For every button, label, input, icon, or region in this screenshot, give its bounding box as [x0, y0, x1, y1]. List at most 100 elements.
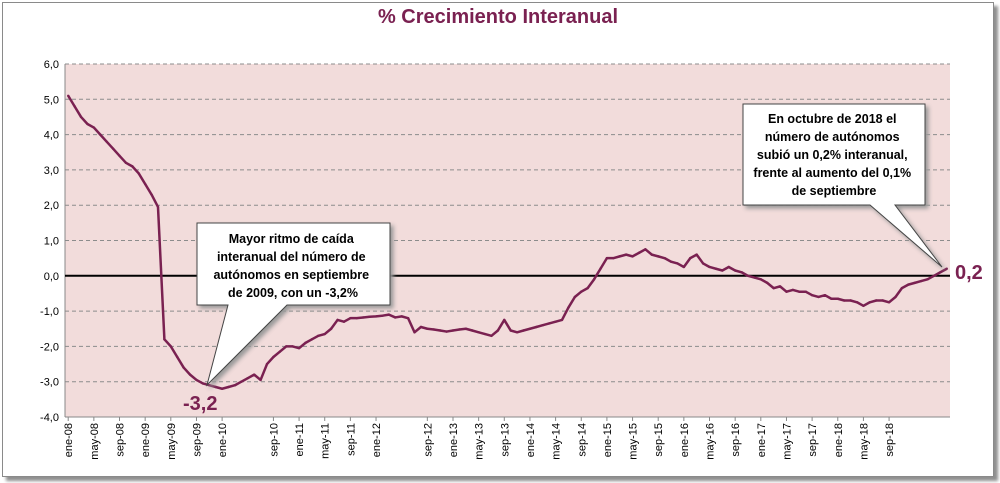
data-point: [406, 316, 410, 320]
y-tick-label: -1,0: [40, 306, 59, 318]
x-tick-label: ene-17: [756, 423, 768, 457]
data-point: [830, 297, 833, 300]
data-point: [785, 290, 788, 293]
data-point: [881, 299, 884, 302]
y-axis-ticks: -4,0 -3,0 -2,0 -1,0 0,0 1,0 2,0 3,0 4,0 5,0 6,0: [40, 59, 59, 424]
data-point: [554, 320, 557, 323]
callout-min-line-2: interanual del número de: [217, 250, 366, 264]
x-tick-label: may-13: [474, 423, 486, 460]
y-tick-label: 6,0: [44, 59, 59, 71]
x-tick-label: sep-15: [653, 423, 665, 457]
data-point: [111, 147, 115, 150]
x-axis-ticks: ene-08 may-08 sep-08 ene-09 may-09 sep-09 ene-…: [63, 417, 896, 460]
x-tick-label: may-11: [320, 423, 332, 459]
data-point: [368, 315, 371, 318]
data-point: [458, 328, 461, 331]
data-point: [586, 286, 589, 290]
data-point: [894, 295, 897, 299]
data-point: [721, 269, 724, 272]
data-point: [259, 378, 262, 382]
data-point: [714, 267, 718, 270]
data-point: [169, 345, 173, 348]
x-tick-label: sep-18: [884, 423, 896, 457]
data-point: [387, 313, 391, 316]
callout-latest-shape: [742, 103, 943, 268]
data-point: [599, 267, 602, 270]
data-point: [887, 301, 891, 304]
data-point: [740, 271, 743, 274]
data-point: [695, 253, 698, 256]
data-point: [836, 297, 839, 300]
x-tick-label: sep-09: [191, 423, 203, 457]
x-tick-label: may-18: [858, 423, 870, 460]
data-point: [515, 331, 519, 334]
data-point: [150, 193, 153, 196]
data-point: [900, 286, 904, 290]
data-point: [163, 338, 166, 341]
data-point: [804, 290, 807, 293]
data-point: [612, 256, 615, 260]
x-tick-label: sep-11: [345, 423, 357, 456]
data-point: [92, 126, 96, 129]
data-point: [605, 256, 609, 260]
data-point: [323, 332, 326, 336]
data-point: [842, 299, 846, 302]
data-point: [349, 316, 352, 320]
data-point: [240, 380, 243, 383]
data-point: [503, 318, 506, 322]
data-point: [182, 366, 185, 369]
data-point: [592, 278, 596, 281]
data-point: [176, 355, 179, 359]
y-tick-label: 0,0: [44, 271, 59, 283]
data-point: [214, 385, 217, 389]
data-point: [560, 318, 564, 322]
y-tick-label: 1,0: [44, 236, 59, 248]
x-tick-label: sep-17: [807, 423, 819, 457]
x-tick-label: ene-10: [217, 423, 229, 457]
data-point: [708, 265, 711, 269]
series-points: [67, 94, 948, 390]
x-tick-label: sep-16: [730, 423, 742, 457]
data-point: [438, 329, 442, 332]
callout-latest-line-5: de septiembre: [792, 184, 877, 198]
data-point: [195, 378, 198, 382]
data-point: [445, 330, 448, 333]
data-point: [143, 182, 147, 186]
data-point: [753, 276, 756, 279]
y-tick-label: 4,0: [44, 130, 59, 142]
data-point: [817, 295, 820, 299]
data-point: [913, 281, 916, 285]
callout-min-line-4: de 2009, con un -3,2%: [228, 286, 358, 300]
x-tick-label: may-08: [89, 423, 101, 460]
x-tick-label: ene-09: [140, 423, 152, 457]
x-tick-label: sep-13: [499, 423, 511, 457]
data-point: [233, 384, 237, 387]
x-tick-label: ene-11: [294, 423, 306, 456]
data-point: [945, 267, 948, 270]
x-tick-label: may-14: [551, 423, 563, 460]
y-tick-label: -3,0: [40, 377, 59, 389]
callout-latest: En octubre de 2018 el número de autónomo…: [742, 103, 983, 284]
data-point: [73, 105, 76, 108]
data-point: [676, 262, 679, 265]
data-point: [855, 301, 859, 304]
data-point: [118, 154, 121, 157]
data-point: [926, 278, 929, 281]
data-point: [823, 294, 827, 297]
callout-min-line-1: Mayor ritmo de caída: [229, 232, 355, 246]
x-tick-label: ene-18: [833, 423, 845, 457]
y-tick-label: 2,0: [44, 200, 59, 212]
data-point: [624, 253, 628, 256]
data-point: [342, 320, 346, 323]
data-point: [131, 165, 134, 168]
data-point: [669, 260, 673, 263]
x-tick-label: sep-14: [576, 423, 588, 457]
data-point: [657, 255, 660, 258]
data-point: [567, 306, 570, 309]
latest-value-label: 0,2: [955, 262, 983, 284]
data-point: [663, 256, 666, 260]
data-point: [810, 294, 814, 297]
data-point: [201, 382, 205, 385]
data-point: [124, 161, 128, 165]
data-point: [291, 345, 294, 348]
